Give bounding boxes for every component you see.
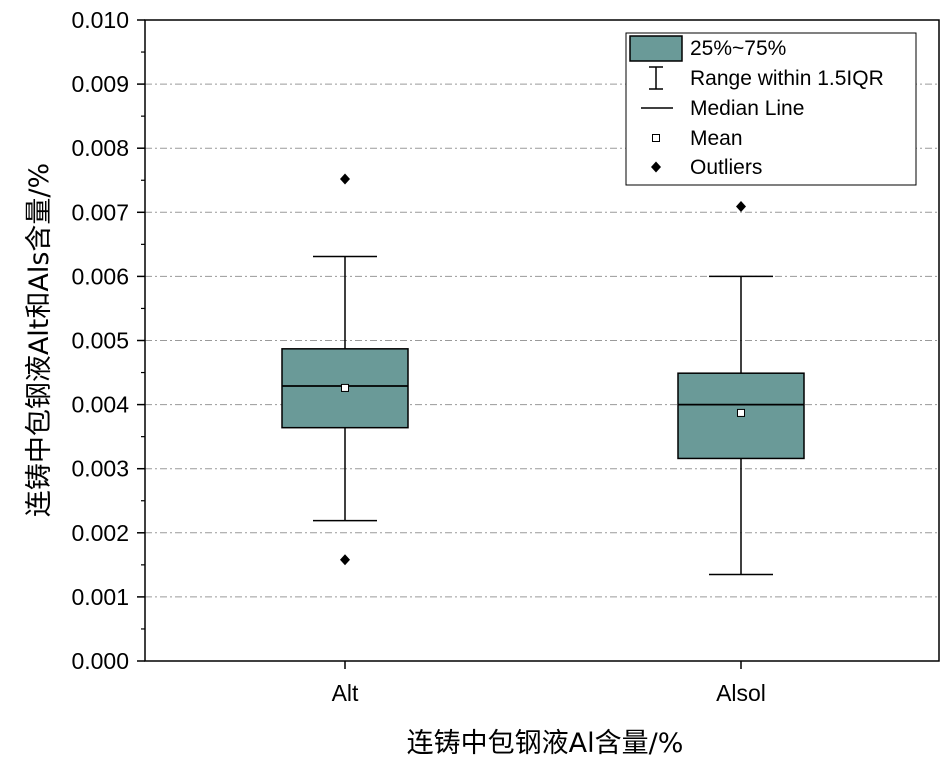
y-axis-title: 连铸中包钢液Alt和Als含量/% <box>24 163 55 517</box>
legend-item-line: Median Line <box>641 97 804 120</box>
y-tick-label: 0.005 <box>71 328 129 354</box>
axis-ticks: 0.000 0.001 0.002 0.003 0.004 0.005 0.006 0.007… <box>71 7 765 706</box>
y-tick-label: 0.000 <box>71 648 129 674</box>
legend-mean-icon <box>652 134 660 142</box>
legend-item-box: 25%~75% <box>629 35 786 62</box>
legend-item-whisker: Range within 1.5IQR <box>649 66 884 90</box>
legend-item-diamond: Outliers <box>651 156 762 179</box>
outlier-marker <box>340 554 350 566</box>
legend-outlier-icon <box>651 161 661 173</box>
legend-item-square: Mean <box>652 127 743 150</box>
x-tick-label: Alt <box>332 680 359 706</box>
legend-label: Range within 1.5IQR <box>690 67 884 90</box>
y-tick-label: 0.001 <box>71 584 129 610</box>
legend-box-swatch <box>629 35 683 62</box>
x-axis-title: 连铸中包钢液Al含量/% <box>407 728 684 759</box>
outlier-marker <box>340 173 350 185</box>
y-tick-label: 0.002 <box>71 520 129 546</box>
legend-label: 25%~75% <box>690 37 786 60</box>
y-tick-label: 0.004 <box>71 392 129 418</box>
y-tick-label: 0.008 <box>71 135 129 161</box>
legend-label: Outliers <box>690 156 762 179</box>
y-tick-label: 0.007 <box>71 199 129 225</box>
x-tick-label: Alsol <box>716 680 766 706</box>
y-tick-label: 0.009 <box>71 71 129 97</box>
legend-label: Median Line <box>690 97 804 120</box>
y-tick-label: 0.006 <box>71 263 129 289</box>
box-alsol <box>677 201 805 576</box>
box-alt <box>281 173 409 566</box>
mean-marker <box>341 383 349 392</box>
legend: 25%~75% Range within 1.5IQR Median Line Mea… <box>625 32 917 186</box>
y-tick-label: 0.003 <box>71 456 129 482</box>
mean-marker <box>737 408 745 417</box>
boxes <box>281 173 805 576</box>
y-tick-label: 0.010 <box>71 7 129 33</box>
legend-label: Mean <box>690 127 743 150</box>
outlier-marker <box>736 201 746 213</box>
